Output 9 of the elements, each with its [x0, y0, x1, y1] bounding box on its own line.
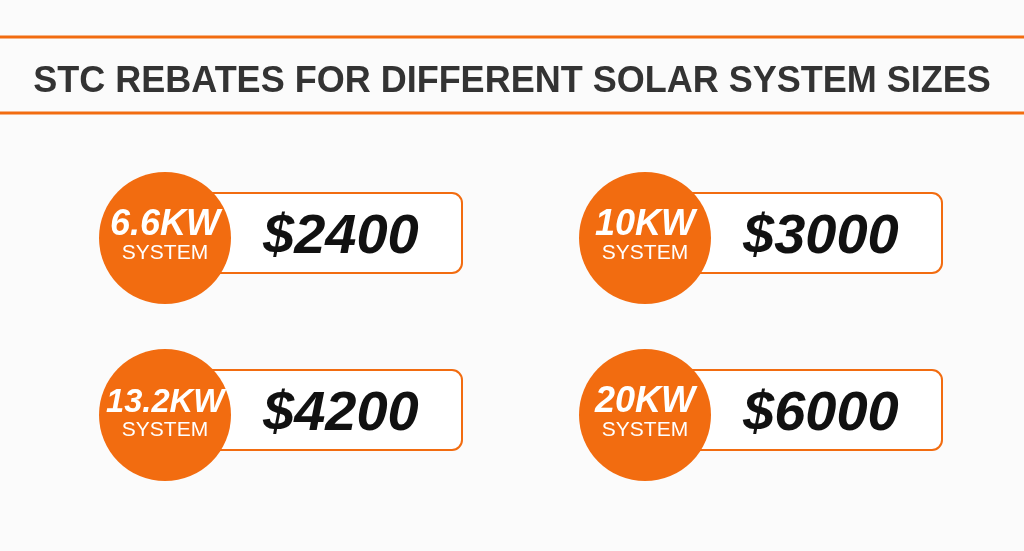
text: STC REBATES FOR DIFFERENT SOLAR SYSTEM SIZES — [33, 59, 991, 100]
category-label: 20KW SYSTEM — [593, 379, 699, 440]
category-label: 13.2KW SYSTEM — [106, 382, 228, 440]
category-label: 6.6KW SYSTEM — [109, 202, 224, 263]
data-label: $2400 — [262, 202, 419, 265]
data-label: $4200 — [262, 379, 419, 442]
data-label: $6000 — [742, 379, 899, 442]
data-label: $3000 — [742, 202, 899, 265]
category-label: 10KW SYSTEM — [594, 202, 699, 263]
